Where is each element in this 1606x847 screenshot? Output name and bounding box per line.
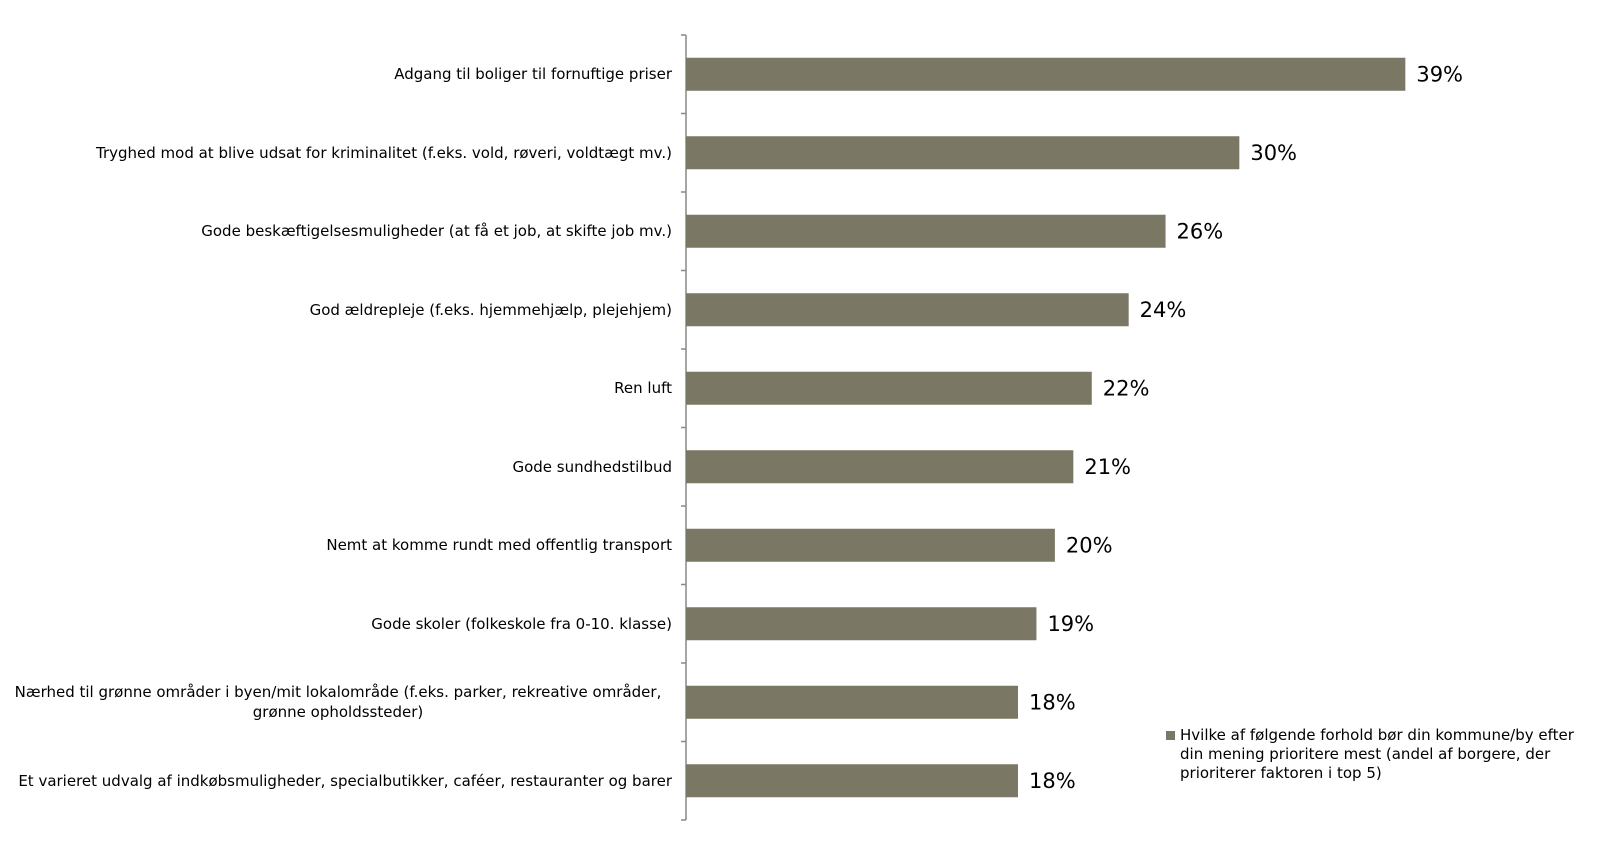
bar: [686, 371, 1092, 405]
category-label: Gode beskæftigelsesmuligheder (at få et …: [201, 222, 672, 241]
bar: [686, 607, 1037, 641]
legend: Hvilke af følgende forhold bør din kommu…: [1166, 726, 1586, 783]
bar: [686, 528, 1055, 562]
bar: [686, 293, 1129, 327]
bar: [686, 57, 1406, 91]
value-label: 26%: [1177, 219, 1224, 243]
bar: [686, 214, 1166, 248]
category-label: Nemt at komme rundt med offentlig transp…: [326, 536, 672, 555]
value-label: 18%: [1029, 690, 1076, 714]
bar: [686, 136, 1240, 170]
category-label: Nærhed til grønne områder i byen/mit lok…: [14, 683, 662, 722]
bar: [686, 450, 1074, 484]
category-label: Gode skoler (folkeskole fra 0-10. klasse…: [371, 614, 672, 633]
value-label: 20%: [1066, 533, 1113, 557]
bar: [686, 685, 1018, 719]
bar: [686, 764, 1018, 798]
value-label: 18%: [1029, 769, 1076, 793]
category-label: Gode sundhedstilbud: [512, 457, 672, 476]
value-label: 21%: [1084, 455, 1131, 479]
legend-swatch: [1166, 731, 1175, 740]
value-label: 30%: [1250, 141, 1297, 165]
category-label: Ren luft: [614, 379, 672, 398]
value-label: 39%: [1416, 62, 1463, 86]
category-label: Adgang til boliger til fornuftige priser: [394, 65, 672, 84]
value-label: 22%: [1103, 376, 1150, 400]
legend-label: Hvilke af følgende forhold bør din kommu…: [1180, 726, 1574, 782]
value-label: 24%: [1140, 298, 1187, 322]
category-label: Tryghed mod at blive udsat for kriminali…: [95, 143, 672, 162]
category-label: Et varieret udvalg af indkøbsmuligheder,…: [18, 771, 672, 790]
category-label: God ældrepleje (f.eks. hjemmehjælp, plej…: [309, 300, 672, 319]
value-label: 19%: [1047, 612, 1094, 636]
